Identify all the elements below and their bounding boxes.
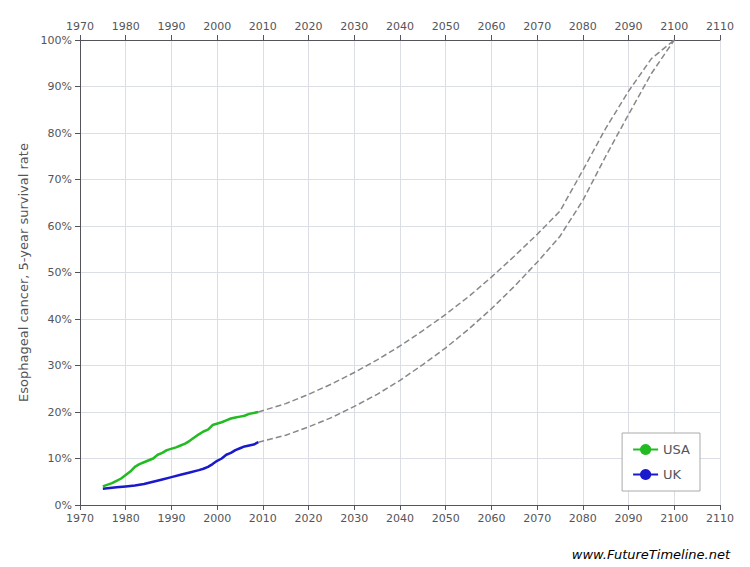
svg-text:20%: 20% — [48, 406, 72, 419]
svg-text:1970: 1970 — [66, 512, 94, 525]
svg-text:UK: UK — [663, 467, 682, 482]
svg-text:2070: 2070 — [523, 20, 551, 33]
svg-text:1990: 1990 — [157, 512, 185, 525]
svg-text:2050: 2050 — [432, 512, 460, 525]
svg-text:1980: 1980 — [112, 20, 140, 33]
svg-text:1990: 1990 — [157, 20, 185, 33]
svg-text:2040: 2040 — [386, 20, 414, 33]
svg-text:2110: 2110 — [706, 512, 734, 525]
svg-text:2100: 2100 — [660, 512, 688, 525]
svg-text:2090: 2090 — [615, 512, 643, 525]
svg-text:Esophageal cancer, 5-year surv: Esophageal cancer, 5-year survival rate — [16, 143, 31, 402]
svg-text:2020: 2020 — [295, 512, 323, 525]
svg-text:1980: 1980 — [112, 512, 140, 525]
svg-text:70%: 70% — [48, 173, 72, 186]
svg-text:2030: 2030 — [340, 512, 368, 525]
svg-text:100%: 100% — [41, 34, 72, 47]
svg-text:2000: 2000 — [203, 20, 231, 33]
svg-text:2080: 2080 — [569, 20, 597, 33]
svg-text:40%: 40% — [48, 313, 72, 326]
svg-text:2000: 2000 — [203, 512, 231, 525]
svg-text:60%: 60% — [48, 220, 72, 233]
svg-text:2050: 2050 — [432, 20, 460, 33]
svg-text:80%: 80% — [48, 127, 72, 140]
svg-text:2010: 2010 — [249, 512, 277, 525]
svg-text:2060: 2060 — [477, 512, 505, 525]
svg-text:90%: 90% — [48, 80, 72, 93]
svg-text:2010: 2010 — [249, 20, 277, 33]
svg-text:10%: 10% — [48, 452, 72, 465]
svg-text:2020: 2020 — [295, 20, 323, 33]
svg-text:USA: USA — [663, 442, 690, 457]
svg-text:2040: 2040 — [386, 512, 414, 525]
svg-text:2100: 2100 — [660, 20, 688, 33]
svg-text:2060: 2060 — [477, 20, 505, 33]
svg-text:0%: 0% — [55, 499, 72, 512]
svg-text:2110: 2110 — [706, 20, 734, 33]
svg-text:2070: 2070 — [523, 512, 551, 525]
svg-text:2030: 2030 — [340, 20, 368, 33]
svg-text:2090: 2090 — [615, 20, 643, 33]
svg-text:1970: 1970 — [66, 20, 94, 33]
svg-text:www.FutureTimeline.net: www.FutureTimeline.net — [572, 547, 731, 562]
svg-text:50%: 50% — [48, 266, 72, 279]
svg-text:30%: 30% — [48, 359, 72, 372]
svg-text:2080: 2080 — [569, 512, 597, 525]
